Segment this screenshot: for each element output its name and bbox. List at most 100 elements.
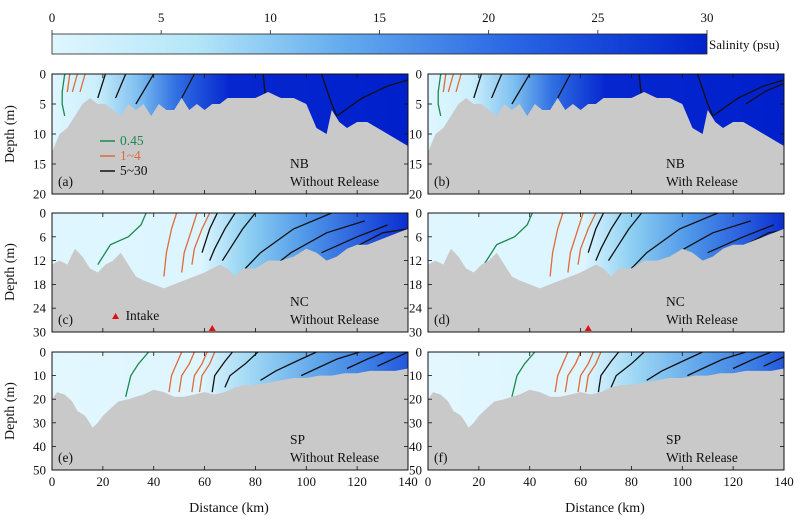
isohaline-black xyxy=(607,213,643,261)
panel-contents xyxy=(52,352,408,470)
isohaline-orange xyxy=(577,213,597,265)
x-tick-label: 100 xyxy=(673,474,693,489)
legend-label: 1~4 xyxy=(120,148,141,163)
x-axis-title-left: Distance (km) xyxy=(189,501,269,516)
panel-frame xyxy=(51,351,409,471)
isohaline-black xyxy=(646,352,703,381)
isohaline-black xyxy=(473,74,483,99)
x-tick-label: 120 xyxy=(723,474,743,489)
panel-letter: (e) xyxy=(58,450,73,465)
isohaline-black xyxy=(221,213,256,261)
panel-contents xyxy=(52,74,408,194)
isohaline-black xyxy=(696,74,714,117)
isohaline-orange xyxy=(549,213,564,277)
isohaline-black xyxy=(336,79,408,117)
isohaline-black xyxy=(351,228,408,250)
bathymetry-terrain xyxy=(428,228,784,332)
intake-label: Intake xyxy=(126,308,160,323)
panel-site: SP xyxy=(290,432,305,447)
isohaline-black xyxy=(687,352,747,377)
isohaline-orange xyxy=(191,213,211,265)
isohaline-black xyxy=(209,213,236,261)
panel-frame xyxy=(427,212,785,333)
isohaline-black xyxy=(181,74,195,99)
isohaline-black xyxy=(135,74,155,105)
panel-scenario: Without Release xyxy=(290,450,379,465)
isohaline-black xyxy=(763,356,784,367)
x-tick-label: 0 xyxy=(49,474,56,489)
isohaline-green xyxy=(511,352,536,397)
isohaline-black xyxy=(260,352,317,381)
colorbar-label: Salinity (psu) xyxy=(709,37,779,52)
colorbar-tick-label: 10 xyxy=(264,10,277,25)
y-tick-label: 50 xyxy=(33,463,46,478)
y-axis-title-row-1: Depth (m) xyxy=(3,105,18,163)
y-tick-label: 18 xyxy=(33,277,46,292)
y-tick-label: 30 xyxy=(409,325,422,340)
isohaline-orange xyxy=(577,352,594,393)
y-tick-label: 12 xyxy=(33,253,46,268)
x-axis-title-right: Distance (km) xyxy=(565,501,645,516)
legend-label: 0.45 xyxy=(120,133,144,148)
isohaline-black xyxy=(707,224,775,254)
contour-legend: 0.451~45~30 xyxy=(100,133,148,178)
x-tick-label: 60 xyxy=(198,474,211,489)
panel-frame xyxy=(51,212,409,333)
isohaline-orange xyxy=(442,74,447,93)
isohaline-orange xyxy=(554,352,569,393)
isohaline-orange xyxy=(66,74,71,93)
x-tick-label: 140 xyxy=(398,474,418,489)
panel-scenario: With Release xyxy=(666,450,738,465)
y-tick-label: 0 xyxy=(416,206,423,221)
isohaline-orange xyxy=(163,213,178,277)
y-tick-label: 40 xyxy=(33,439,46,454)
panel-contents xyxy=(52,213,408,332)
isohaline-black xyxy=(610,352,645,388)
bathymetry-terrain xyxy=(52,228,408,332)
y-tick-label: 10 xyxy=(33,368,46,383)
isohaline-black xyxy=(377,352,408,367)
bathymetry-terrain xyxy=(428,368,784,470)
panel-a: 0 5 10 15 20 (a) NB Without Release 0.451~45~30 xyxy=(33,67,409,202)
panel-letter: (f) xyxy=(434,450,448,465)
isohaline-black xyxy=(491,74,503,99)
panel-scenario: Without Release xyxy=(290,312,379,327)
x-tick-label: 60 xyxy=(574,474,587,489)
isohaline-orange xyxy=(191,352,208,393)
y-tick-label: 30 xyxy=(33,415,46,430)
y-tick-label: 6 xyxy=(416,229,423,244)
x-tick-label: 100 xyxy=(297,474,317,489)
legend-label: 5~30 xyxy=(120,163,148,178)
y-tick-label: 15 xyxy=(409,157,422,172)
colorbar-tick-label: 30 xyxy=(701,10,714,25)
y-tick-label: 20 xyxy=(409,392,422,407)
isohaline-orange xyxy=(71,74,79,93)
colorbar-tick-label: 20 xyxy=(482,10,495,25)
isohaline-black xyxy=(244,213,332,269)
colorbar-tick-label: 0 xyxy=(49,10,56,25)
isohaline-orange xyxy=(178,352,195,393)
bathymetry-terrain xyxy=(428,92,784,194)
isohaline-orange xyxy=(181,213,198,273)
y-tick-label: 10 xyxy=(409,127,422,142)
panel-site: SP xyxy=(666,432,681,447)
y-tick-label: 20 xyxy=(409,187,422,202)
isohaline-orange xyxy=(79,74,86,93)
isohaline-orange xyxy=(567,213,584,273)
y-tick-label: 40 xyxy=(409,439,422,454)
isohaline-black xyxy=(732,352,772,370)
x-tick-label: 120 xyxy=(347,474,367,489)
isohaline-green xyxy=(437,74,442,117)
intake-marker xyxy=(208,325,216,331)
intake-legend-marker xyxy=(112,313,120,319)
panel-letter: (c) xyxy=(58,312,73,327)
y-tick-label: 0 xyxy=(40,345,47,360)
isohaline-black xyxy=(346,352,386,370)
x-tick-label: 40 xyxy=(523,474,536,489)
panel-site: NB xyxy=(666,156,685,171)
isohaline-orange xyxy=(168,352,183,393)
isohaline-black xyxy=(115,74,127,99)
colorbar-gradient xyxy=(51,33,708,55)
isohaline-black xyxy=(587,213,605,253)
